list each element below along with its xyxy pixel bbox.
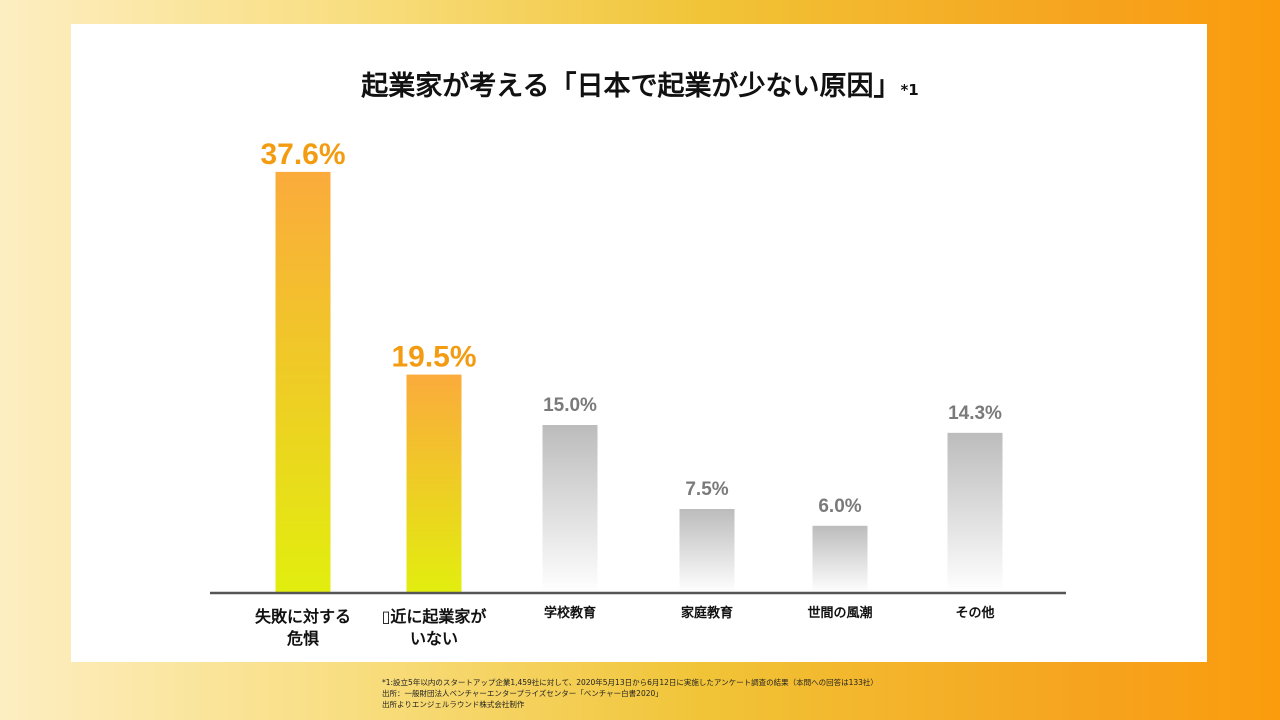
footnotes: *1:設立5年以内のスタートアップ企業1,459社に対して、2020年5月13日…: [382, 677, 878, 710]
category-label-2-line-1: ▯近に起業家が: [382, 607, 487, 626]
value-label-3: 15.0%: [543, 395, 597, 416]
value-label-2: 19.5%: [391, 341, 476, 374]
chart-card: [71, 24, 1207, 662]
bar-1: [275, 171, 331, 593]
category-label-6: その他: [955, 605, 994, 621]
chart-title-main: 起業家が考える「日本で起業が少ない原因」: [361, 71, 901, 102]
bar-3: [542, 425, 598, 593]
category-label-2-line-2: いない: [410, 629, 458, 648]
value-label-6: 14.3%: [948, 403, 1002, 424]
chart-title-footnote-marker: *1: [900, 81, 919, 99]
bar-5: [812, 525, 868, 593]
footnote-credit: 出所よりエンジェルラウンド株式会社制作: [382, 700, 525, 709]
category-label-1-line-2: 危惧: [287, 629, 319, 648]
chart-title: 起業家が考える「日本で起業が少ない原因」*1: [0, 64, 1280, 103]
bar-6: [947, 432, 1003, 593]
category-label-1-line-1: 失敗に対する: [255, 607, 351, 626]
bar-4: [679, 509, 735, 593]
category-label-3: 学校教育: [544, 605, 596, 621]
value-label-5: 6.0%: [818, 496, 861, 517]
footnote-source: 出所：一般財団法人ベンチャーエンタープライズセンター「ベンチャー白書2020」: [382, 689, 663, 698]
value-label-4: 7.5%: [685, 479, 728, 500]
category-label-5: 世間の風潮: [807, 605, 872, 621]
footnote-survey: *1:設立5年以内のスタートアップ企業1,459社に対して、2020年5月13日…: [382, 678, 878, 687]
category-label-4: 家庭教育: [681, 605, 733, 621]
bar-2: [406, 374, 462, 593]
value-label-1: 37.6%: [260, 138, 345, 171]
